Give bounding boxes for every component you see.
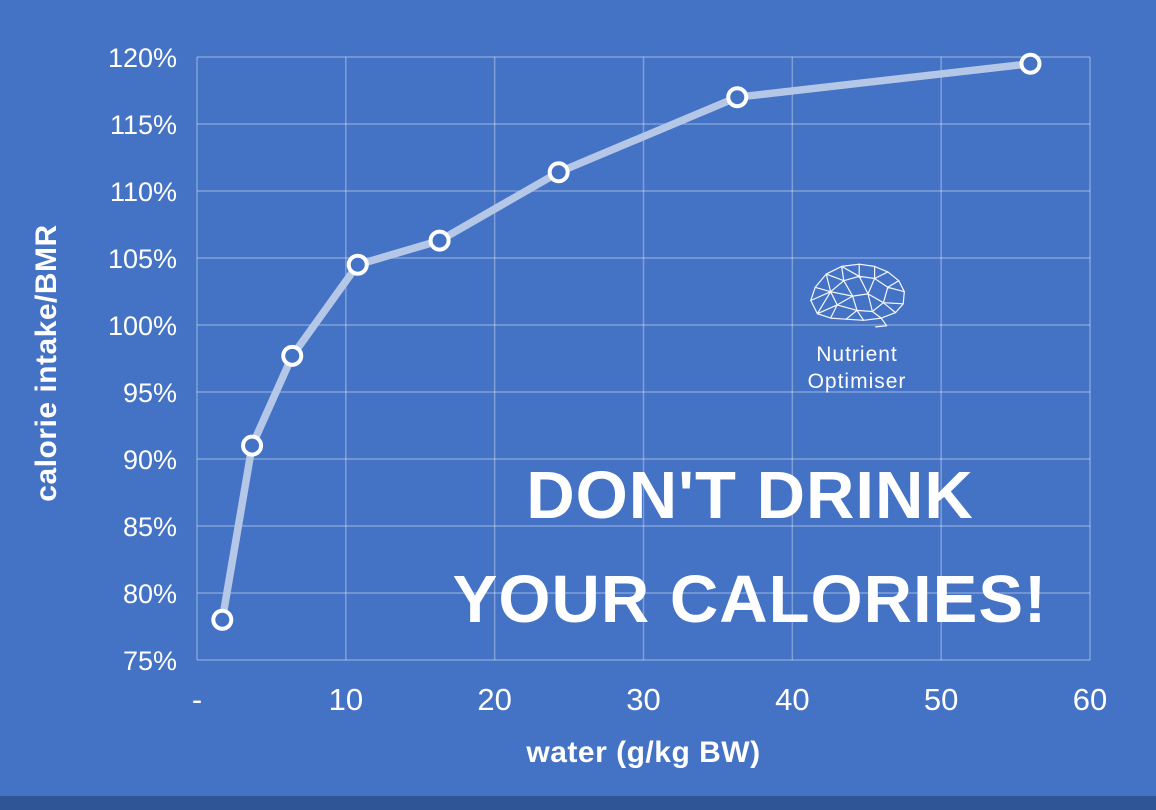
logo-text-line-1: Nutrient [816,343,898,366]
data-point-marker [428,229,451,252]
brain-icon [810,263,905,328]
y-tick-label: 100% [108,311,177,341]
y-tick-label: 105% [108,244,177,274]
y-tick-label: 115% [110,110,177,140]
y-tick-label: 80% [123,579,177,609]
nutrient-optimiser-logo: Nutrient Optimiser [782,258,932,396]
y-tick-label: 95% [123,378,177,408]
bottom-accent-bar [0,796,1156,810]
y-tick-label: 110% [110,177,177,207]
data-line [218,59,1035,624]
y-tick-label: 85% [123,512,177,542]
x-tick-label: 60 [1073,682,1107,717]
data-point-marker [281,344,304,367]
data-point-marker [346,253,369,276]
x-axis-title: water (g/kg BW) [526,736,761,769]
x-tick-label: 50 [924,682,958,717]
headline-line-2: YOUR CALORIES! [452,561,1048,637]
y-axis-title: calorie intake/BMR [30,224,63,502]
data-point-marker [726,86,749,109]
x-tick-label: 40 [775,682,809,717]
data-point-marker [1019,52,1042,75]
x-tick-label: 10 [329,682,363,717]
x-tick-label: 20 [477,682,511,717]
data-point-marker [211,608,234,631]
logo-text-line-2: Optimiser [807,369,907,393]
data-point-marker [241,434,264,457]
x-tick-label: - [192,682,202,717]
y-tick-label: 120% [108,43,177,73]
y-tick-label: 90% [123,445,177,475]
headline: DON'T DRINK YOUR CALORIES! [395,444,1105,652]
y-tick-label: 75% [123,646,177,676]
data-point-marker [547,161,570,184]
brain-stem [875,317,888,328]
headline-line-1: DON'T DRINK [526,458,974,533]
brain-mesh [810,263,905,321]
x-tick-label: 30 [626,682,660,717]
